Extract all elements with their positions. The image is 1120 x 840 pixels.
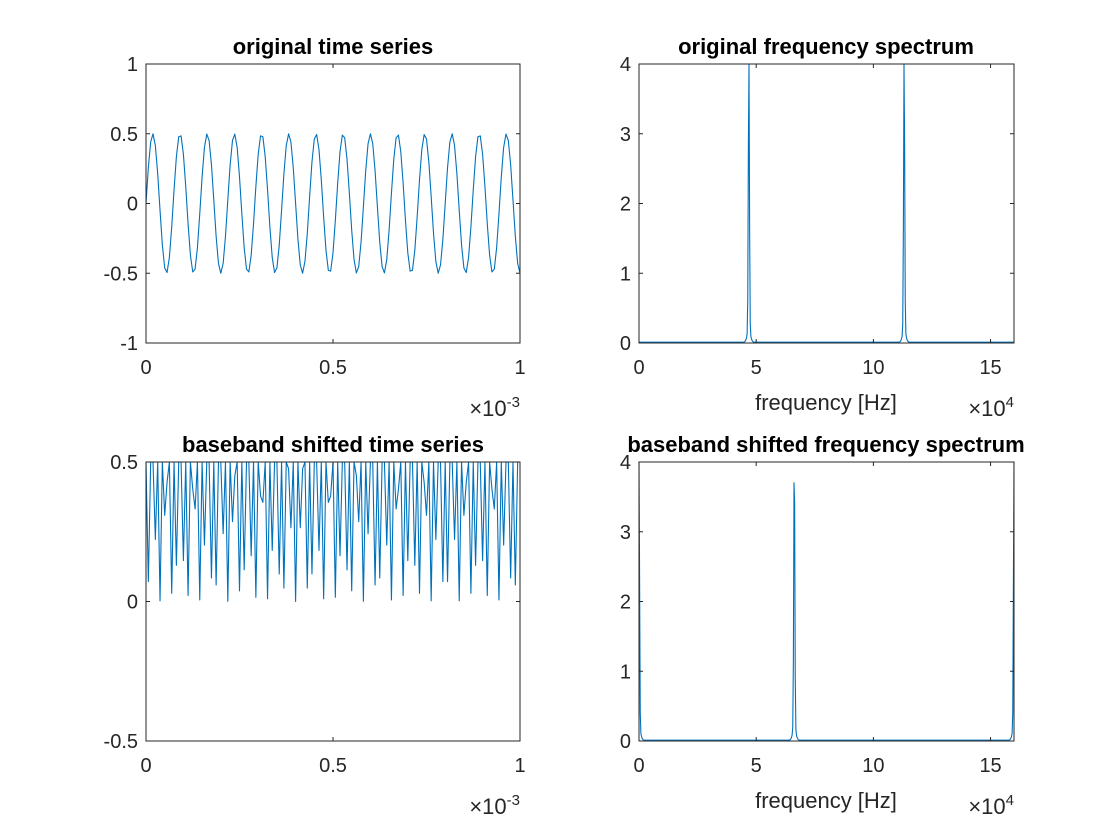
y-tick-label: 0 bbox=[620, 731, 631, 753]
x-tick-label: 10 bbox=[862, 357, 884, 379]
axis-ticks bbox=[638, 461, 1014, 742]
y-tick-labels: 0 1 2 3 4 bbox=[620, 54, 631, 355]
panel-original-time-series: original time series -1-0.500.51 0 0.5 1 ×… bbox=[104, 34, 526, 421]
y-tick-label: 4 bbox=[620, 452, 631, 474]
y-tick-label: 2 bbox=[620, 194, 631, 216]
y-tick-label: -0.5 bbox=[104, 263, 138, 285]
y-tick-label: 0 bbox=[620, 333, 631, 355]
y-tick-label: 0 bbox=[127, 592, 138, 614]
x-exponent-value: 4 bbox=[1006, 394, 1014, 411]
x-tick-label: 5 bbox=[751, 755, 762, 777]
y-tick-label: -1 bbox=[120, 333, 138, 355]
y-tick-labels: -0.5 0 0.5 bbox=[104, 452, 138, 753]
series-line bbox=[145, 133, 521, 274]
series-line-group bbox=[639, 63, 1014, 343]
x-tick-labels: 0 0.5 1 bbox=[140, 357, 525, 379]
y-tick-label: 3 bbox=[620, 522, 631, 544]
y-tick-labels: -1 -0.5 0 0.5 1 bbox=[104, 54, 138, 355]
chart-title: original frequency spectrum bbox=[678, 34, 974, 59]
y-tick-label: 0.5 bbox=[110, 452, 138, 474]
x-axis-label: frequency [Hz] bbox=[755, 788, 897, 813]
x-tick-label: 0.5 bbox=[319, 357, 347, 379]
y-tick-label: 2 bbox=[620, 592, 631, 614]
x-tick-labels: 0 0.5 1 bbox=[140, 755, 525, 777]
series-line bbox=[638, 461, 1015, 741]
y-tick-label: 3 bbox=[620, 124, 631, 146]
x-exponent-value: -3 bbox=[507, 394, 520, 411]
x-tick-label: 0.5 bbox=[319, 755, 347, 777]
series-line-group bbox=[145, 133, 521, 274]
x-tick-label: 1 bbox=[514, 755, 525, 777]
x-tick-label: 0 bbox=[633, 755, 644, 777]
x-tick-label: 0 bbox=[140, 357, 151, 379]
x-exponent-value: 4 bbox=[1006, 792, 1014, 809]
x-tick-label: 15 bbox=[979, 357, 1001, 379]
x-axis-label: frequency [Hz] bbox=[755, 390, 897, 415]
y-tick-label: -0.5 bbox=[104, 731, 138, 753]
x-tick-label: 1 bbox=[514, 357, 525, 379]
series-line bbox=[639, 63, 1014, 343]
axis-ticks bbox=[638, 63, 1014, 344]
y-tick-label: 1 bbox=[127, 54, 138, 76]
x-tick-labels: 0 5 10 15 bbox=[633, 755, 1001, 777]
y-tick-label: 1 bbox=[620, 263, 631, 285]
series-line-group bbox=[638, 461, 1015, 741]
x-tick-label: 10 bbox=[862, 755, 884, 777]
y-tick-labels: 0 1 2 3 4 bbox=[620, 452, 631, 753]
panel-original-frequency-spectrum: original frequency spectrum 0 1 2 3 4 0 5 10 15… bbox=[620, 34, 1015, 421]
chart-title: original time series bbox=[233, 34, 434, 59]
chart-title: baseband shifted frequency spectrum bbox=[627, 432, 1024, 457]
y-tick-label: 0 bbox=[127, 194, 138, 216]
axis-ticks bbox=[145, 63, 521, 344]
x-exponent-value: -3 bbox=[507, 792, 520, 809]
y-tick-label: 1 bbox=[620, 661, 631, 683]
y-tick-label: 4 bbox=[620, 54, 631, 76]
x-tick-label: 0 bbox=[633, 357, 644, 379]
x-tick-labels: 0 5 10 15 bbox=[633, 357, 1001, 379]
panel-baseband-shifted-frequency-spectrum: baseband shifted frequency spectrum 0 1 2 3… bbox=[620, 432, 1025, 819]
x-tick-label: 0 bbox=[140, 755, 151, 777]
x-tick-label: 5 bbox=[751, 357, 762, 379]
x-tick-label: 15 bbox=[979, 755, 1001, 777]
chart-title: baseband shifted time series bbox=[182, 432, 484, 457]
y-tick-label: 0.5 bbox=[110, 124, 138, 146]
axis-ticks bbox=[145, 461, 521, 742]
